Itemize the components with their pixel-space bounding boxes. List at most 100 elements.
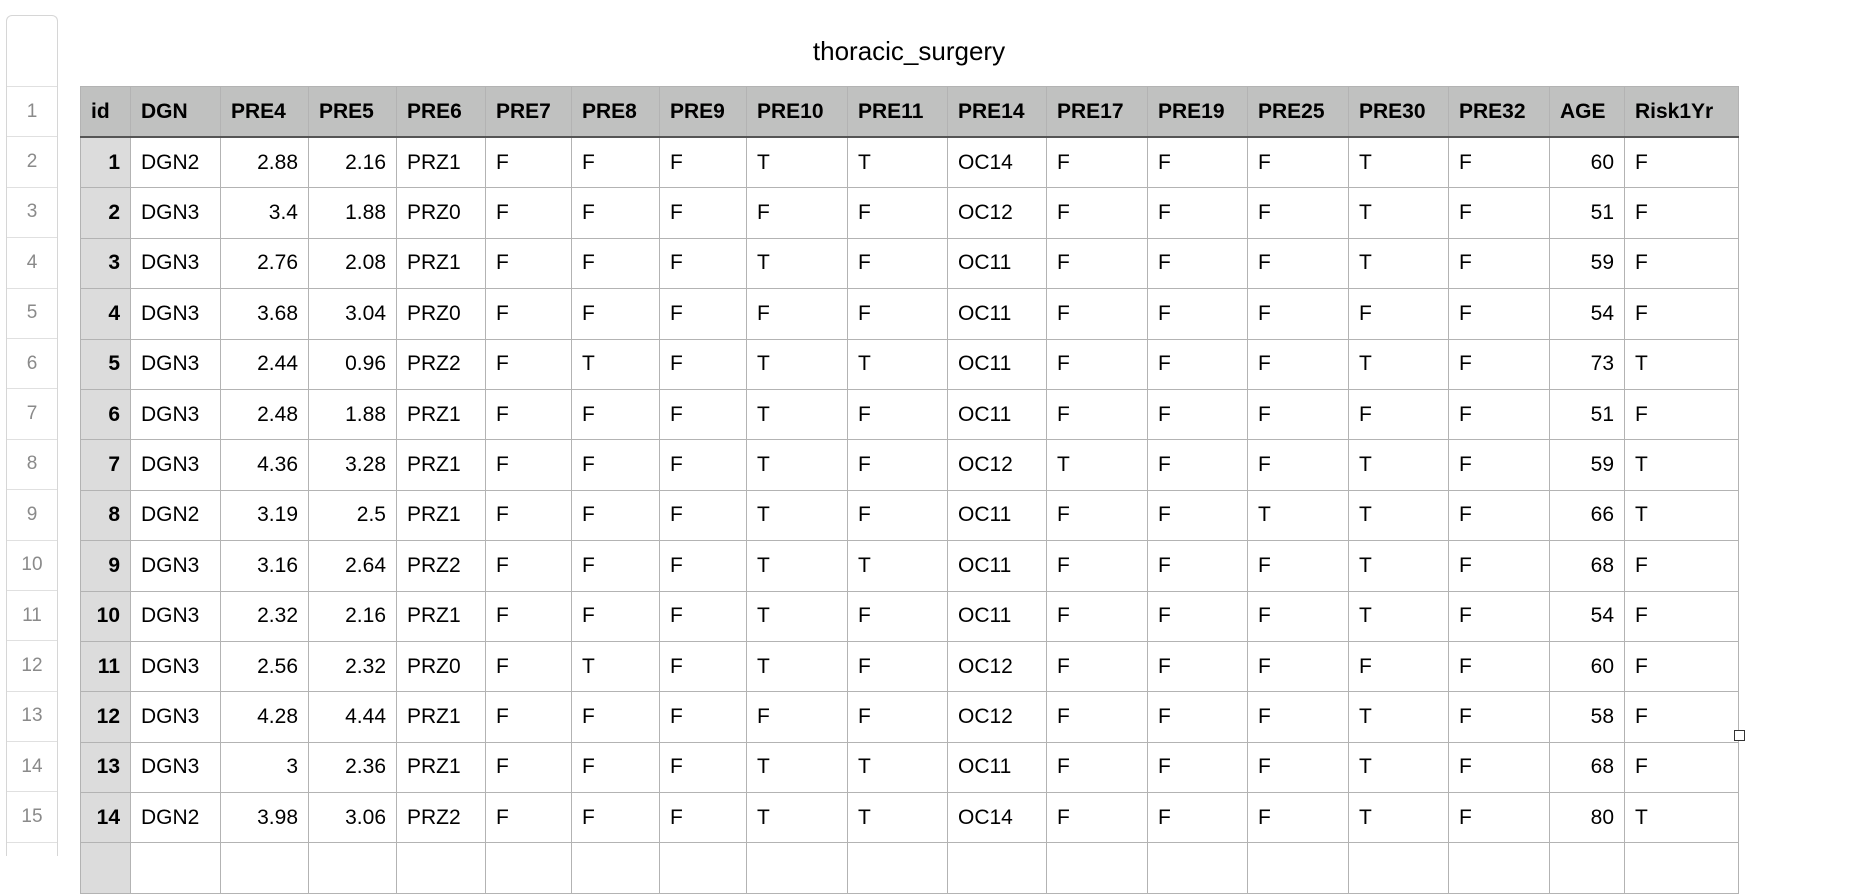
cell-pre6[interactable]: PRZ1 <box>396 388 486 441</box>
cell-empty[interactable] <box>1247 842 1349 894</box>
cell-pre30[interactable]: T <box>1348 792 1449 844</box>
cell-pre9[interactable]: F <box>659 237 747 290</box>
cell-risk1yr[interactable]: F <box>1624 540 1739 592</box>
cell-pre17[interactable]: F <box>1046 388 1148 441</box>
cell-pre7[interactable]: F <box>485 590 572 642</box>
cell-pre8[interactable]: F <box>571 540 660 592</box>
cell-pre11[interactable]: T <box>847 136 948 189</box>
cell-pre32[interactable]: F <box>1448 237 1550 290</box>
cell-pre8[interactable]: F <box>571 439 660 491</box>
cell-pre9[interactable]: F <box>659 288 747 340</box>
cell-pre5[interactable]: 2.16 <box>308 136 397 189</box>
cell-pre4[interactable]: 3 <box>220 741 309 794</box>
cell-id[interactable]: 4 <box>80 288 131 340</box>
cell-risk1yr[interactable]: F <box>1624 388 1739 441</box>
cell-empty[interactable] <box>1348 842 1449 894</box>
cell-pre25[interactable]: F <box>1247 237 1349 290</box>
cell-pre9[interactable]: F <box>659 691 747 743</box>
cell-pre25[interactable]: T <box>1247 489 1349 542</box>
cell-pre5[interactable]: 2.36 <box>308 741 397 794</box>
cell-pre32[interactable]: F <box>1448 540 1550 592</box>
row-number[interactable]: 13 <box>7 692 57 743</box>
row-number[interactable]: 5 <box>7 289 57 339</box>
cell-pre17[interactable]: F <box>1046 691 1148 743</box>
cell-pre6[interactable]: PRZ1 <box>396 691 486 743</box>
cell-pre11[interactable]: F <box>847 640 948 693</box>
cell-risk1yr[interactable]: F <box>1624 237 1739 290</box>
cell-pre5[interactable]: 1.88 <box>308 388 397 441</box>
cell-pre7[interactable]: F <box>485 640 572 693</box>
cell-dgn[interactable]: DGN2 <box>130 792 221 844</box>
column-header-pre14[interactable]: PRE14 <box>947 86 1047 138</box>
cell-pre14[interactable]: OC11 <box>947 489 1047 542</box>
cell-pre17[interactable]: F <box>1046 489 1148 542</box>
cell-pre11[interactable]: T <box>847 338 948 390</box>
cell-pre5[interactable]: 1.88 <box>308 187 397 239</box>
cell-pre11[interactable]: F <box>847 187 948 239</box>
cell-age[interactable]: 51 <box>1549 187 1625 239</box>
column-header-pre7[interactable]: PRE7 <box>485 86 572 138</box>
column-header-age[interactable]: AGE <box>1549 86 1625 138</box>
cell-id[interactable]: 9 <box>80 540 131 592</box>
cell-pre14[interactable]: OC14 <box>947 136 1047 189</box>
cell-pre8[interactable]: F <box>571 691 660 743</box>
cell-dgn[interactable]: DGN3 <box>130 338 221 390</box>
cell-risk1yr[interactable]: F <box>1624 187 1739 239</box>
column-header-pre9[interactable]: PRE9 <box>659 86 747 138</box>
cell-pre9[interactable]: F <box>659 640 747 693</box>
cell-empty[interactable] <box>485 842 572 894</box>
cell-pre6[interactable]: PRZ1 <box>396 590 486 642</box>
cell-pre5[interactable]: 3.06 <box>308 792 397 844</box>
cell-id[interactable]: 7 <box>80 439 131 491</box>
cell-pre11[interactable]: F <box>847 691 948 743</box>
cell-pre11[interactable]: T <box>847 792 948 844</box>
cell-pre19[interactable]: F <box>1147 338 1248 390</box>
cell-id[interactable]: 2 <box>80 187 131 239</box>
cell-pre17[interactable]: F <box>1046 590 1148 642</box>
cell-pre4[interactable]: 2.56 <box>220 640 309 693</box>
cell-pre6[interactable]: PRZ1 <box>396 489 486 542</box>
cell-empty[interactable] <box>80 842 131 894</box>
row-number[interactable]: 11 <box>7 591 57 642</box>
cell-pre25[interactable]: F <box>1247 288 1349 340</box>
cell-pre9[interactable]: F <box>659 489 747 542</box>
cell-pre25[interactable]: F <box>1247 640 1349 693</box>
column-header-pre11[interactable]: PRE11 <box>847 86 948 138</box>
cell-pre25[interactable]: F <box>1247 792 1349 844</box>
cell-pre7[interactable]: F <box>485 741 572 794</box>
cell-pre30[interactable]: T <box>1348 741 1449 794</box>
cell-dgn[interactable]: DGN2 <box>130 136 221 189</box>
cell-risk1yr[interactable]: T <box>1624 338 1739 390</box>
cell-dgn[interactable]: DGN3 <box>130 187 221 239</box>
cell-pre8[interactable]: F <box>571 741 660 794</box>
cell-age[interactable]: 59 <box>1549 439 1625 491</box>
cell-pre7[interactable]: F <box>485 388 572 441</box>
cell-empty[interactable] <box>947 842 1047 894</box>
cell-pre4[interactable]: 2.32 <box>220 590 309 642</box>
cell-pre5[interactable]: 2.32 <box>308 640 397 693</box>
cell-id[interactable]: 12 <box>80 691 131 743</box>
cell-pre14[interactable]: OC12 <box>947 640 1047 693</box>
cell-pre10[interactable]: T <box>746 640 848 693</box>
cell-pre25[interactable]: F <box>1247 590 1349 642</box>
cell-pre14[interactable]: OC11 <box>947 388 1047 441</box>
cell-pre4[interactable]: 2.48 <box>220 388 309 441</box>
cell-pre8[interactable]: T <box>571 640 660 693</box>
cell-empty[interactable] <box>659 842 747 894</box>
cell-pre14[interactable]: OC11 <box>947 288 1047 340</box>
cell-pre32[interactable]: F <box>1448 590 1550 642</box>
cell-age[interactable]: 60 <box>1549 136 1625 189</box>
cell-pre14[interactable]: OC14 <box>947 792 1047 844</box>
cell-pre25[interactable]: F <box>1247 388 1349 441</box>
cell-pre30[interactable]: T <box>1348 136 1449 189</box>
cell-pre32[interactable]: F <box>1448 640 1550 693</box>
cell-pre8[interactable]: F <box>571 590 660 642</box>
cell-risk1yr[interactable]: F <box>1624 640 1739 693</box>
cell-pre5[interactable]: 2.08 <box>308 237 397 290</box>
cell-pre19[interactable]: F <box>1147 691 1248 743</box>
cell-pre11[interactable]: F <box>847 237 948 290</box>
cell-pre4[interactable]: 2.76 <box>220 237 309 290</box>
cell-dgn[interactable]: DGN3 <box>130 741 221 794</box>
cell-pre30[interactable]: T <box>1348 489 1449 542</box>
cell-pre7[interactable]: F <box>485 792 572 844</box>
